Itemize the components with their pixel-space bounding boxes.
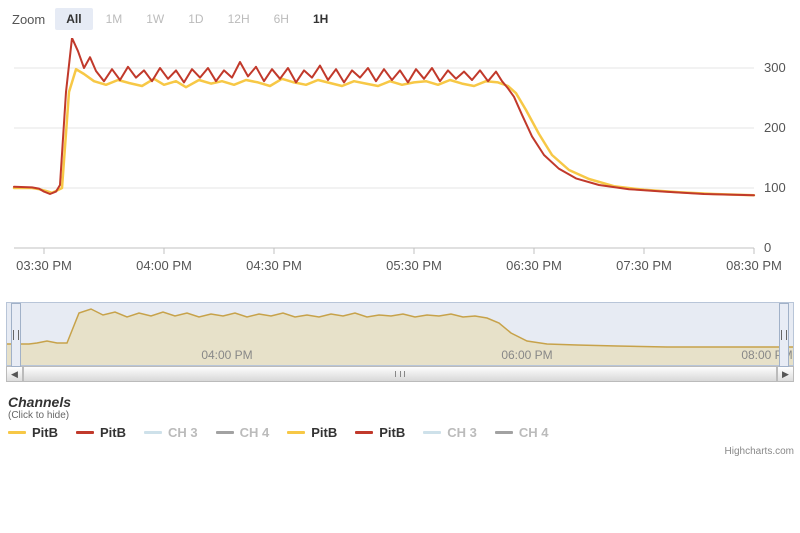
legend-swatch <box>76 431 94 434</box>
zoom-button-1h[interactable]: 1H <box>302 8 339 30</box>
navigator-x-label: 04:00 PM <box>201 348 252 362</box>
legend-label: PitB <box>32 425 58 440</box>
x-tick-label: 03:30 PM <box>16 258 72 273</box>
zoom-button-12h: 12H <box>217 8 261 30</box>
legend-swatch <box>355 431 373 434</box>
y-tick-label: 0 <box>764 240 771 255</box>
legend-label: PitB <box>100 425 126 440</box>
legend-item-ch-3[interactable]: CH 3 <box>144 425 198 440</box>
legend-item-pitb[interactable]: PitB <box>287 425 337 440</box>
x-tick-label: 04:00 PM <box>136 258 192 273</box>
legend-item-pitb[interactable]: PitB <box>76 425 126 440</box>
navigator-handle-right[interactable] <box>779 303 789 367</box>
legend-title: Channels <box>8 394 794 410</box>
legend-label: CH 4 <box>240 425 270 440</box>
zoom-button-1w: 1W <box>135 8 175 30</box>
scrollbar-track[interactable] <box>23 367 777 381</box>
legend-item-pitb[interactable]: PitB <box>8 425 58 440</box>
series-PitB-red <box>14 38 754 195</box>
zoom-label: Zoom <box>12 12 45 27</box>
legend-item-ch-4[interactable]: CH 4 <box>216 425 270 440</box>
legend-swatch <box>495 431 513 434</box>
legend-item-ch-4[interactable]: CH 4 <box>495 425 549 440</box>
x-tick-label: 06:30 PM <box>506 258 562 273</box>
y-tick-label: 100 <box>764 180 786 195</box>
legend-label: CH 4 <box>519 425 549 440</box>
series-PitB-yellow <box>14 69 754 195</box>
legend-swatch <box>8 431 26 434</box>
legend-label: PitB <box>379 425 405 440</box>
navigator-svg: 04:00 PM06:00 PM08:00 PM <box>7 303 793 365</box>
triangle-left-icon: ◀ <box>11 370 18 379</box>
legend-item-pitb[interactable]: PitB <box>355 425 405 440</box>
scrollbar-thumb[interactable] <box>23 367 777 381</box>
x-tick-label: 08:30 PM <box>726 258 782 273</box>
zoom-button-6h: 6H <box>263 8 300 30</box>
scrollbar-right-button[interactable]: ▶ <box>777 367 793 381</box>
zoom-row: Zoom All1M1W1D12H6H1H <box>6 8 794 30</box>
triangle-right-icon: ▶ <box>782 370 789 379</box>
navigator-scrollbar[interactable]: ◀ ▶ <box>6 366 794 382</box>
legend-label: CH 3 <box>447 425 477 440</box>
scrollbar-left-button[interactable]: ◀ <box>7 367 23 381</box>
zoom-button-1m: 1M <box>95 8 134 30</box>
x-tick-label: 05:30 PM <box>386 258 442 273</box>
chart-credit[interactable]: Highcharts.com <box>6 446 794 457</box>
main-chart: 0 100 200 300 03:30 PM 04:00 PM 04:30 PM 05:30 … <box>6 38 794 288</box>
legend-label: CH 3 <box>168 425 198 440</box>
y-tick-label: 200 <box>764 120 786 135</box>
main-chart-svg: 0 100 200 300 03:30 PM 04:00 PM 04:30 PM 05:30 … <box>6 38 794 288</box>
navigator-handle-left[interactable] <box>11 303 21 367</box>
legend-label: PitB <box>311 425 337 440</box>
navigator: 04:00 PM06:00 PM08:00 PM ◀ ▶ <box>6 302 794 382</box>
zoom-button-all[interactable]: All <box>55 8 92 30</box>
navigator-chart[interactable]: 04:00 PM06:00 PM08:00 PM <box>6 302 794 366</box>
legend-subtitle: (Click to hide) <box>8 410 794 421</box>
navigator-x-label: 06:00 PM <box>501 348 552 362</box>
legend-swatch <box>423 431 441 434</box>
legend-swatch <box>287 431 305 434</box>
legend: Channels (Click to hide) PitB PitB CH 3 CH … <box>6 394 794 440</box>
zoom-button-1d: 1D <box>177 8 214 30</box>
legend-item-ch-3[interactable]: CH 3 <box>423 425 477 440</box>
y-tick-label: 300 <box>764 60 786 75</box>
x-tick-label: 04:30 PM <box>246 258 302 273</box>
x-tick-label: 07:30 PM <box>616 258 672 273</box>
legend-swatch <box>144 431 162 434</box>
legend-swatch <box>216 431 234 434</box>
